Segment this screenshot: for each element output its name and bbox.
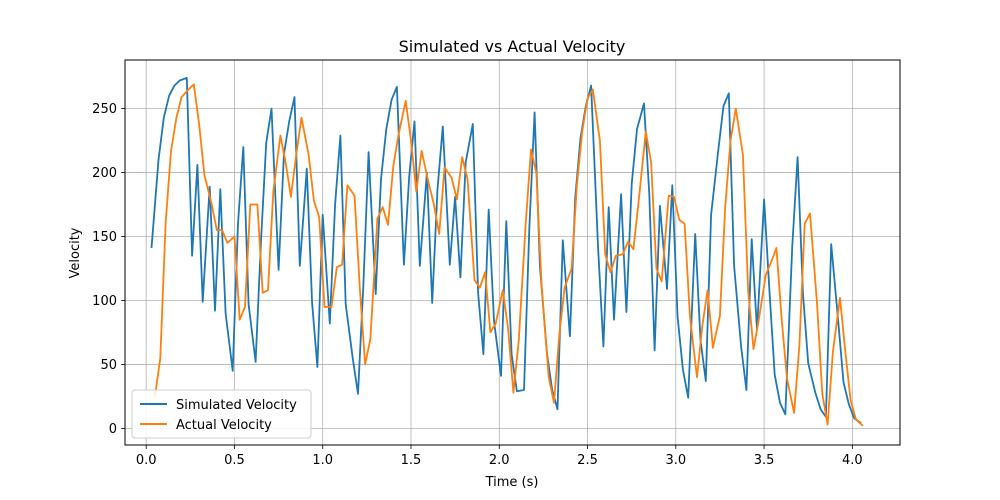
x-tick-label: 3.5 bbox=[754, 453, 775, 468]
x-tick-label: 0.0 bbox=[136, 453, 157, 468]
legend-label-simulated: Simulated Velocity bbox=[176, 398, 297, 413]
legend-box bbox=[131, 389, 312, 439]
series-line-simulated bbox=[150, 77, 862, 425]
x-tick-label: 1.0 bbox=[312, 453, 333, 468]
y-axis-label: Velocity bbox=[68, 227, 83, 278]
plot-frame bbox=[124, 59, 901, 446]
series-line-actual bbox=[154, 83, 864, 427]
x-tick-label: 2.5 bbox=[577, 453, 598, 468]
chart-title: Simulated vs Actual Velocity bbox=[399, 37, 626, 56]
legend-label-actual: Actual Velocity bbox=[176, 418, 272, 433]
y-tick-label: 50 bbox=[100, 358, 117, 373]
y-tick-label: 0 bbox=[109, 422, 117, 437]
y-tick-label: 200 bbox=[92, 166, 117, 181]
y-tick-label: 250 bbox=[92, 102, 117, 117]
x-tick-label: 4.0 bbox=[842, 453, 863, 468]
x-tick-label: 0.5 bbox=[224, 453, 245, 468]
x-tick-label: 1.5 bbox=[401, 453, 422, 468]
ticks: 0.0 0.5 1.0 1.5 2.0 2.5 3.0 3.5 4.0 0 50 100 150 200 2… bbox=[92, 102, 863, 468]
series-layer bbox=[150, 77, 864, 427]
x-axis-label: Time (s) bbox=[485, 475, 539, 490]
y-tick-label: 150 bbox=[92, 230, 117, 245]
x-tick-label: 3.0 bbox=[665, 453, 686, 468]
y-tick-label: 100 bbox=[92, 294, 117, 309]
legend: Simulated Velocity Actual Velocity bbox=[131, 389, 312, 439]
x-tick-label: 2.0 bbox=[489, 453, 510, 468]
